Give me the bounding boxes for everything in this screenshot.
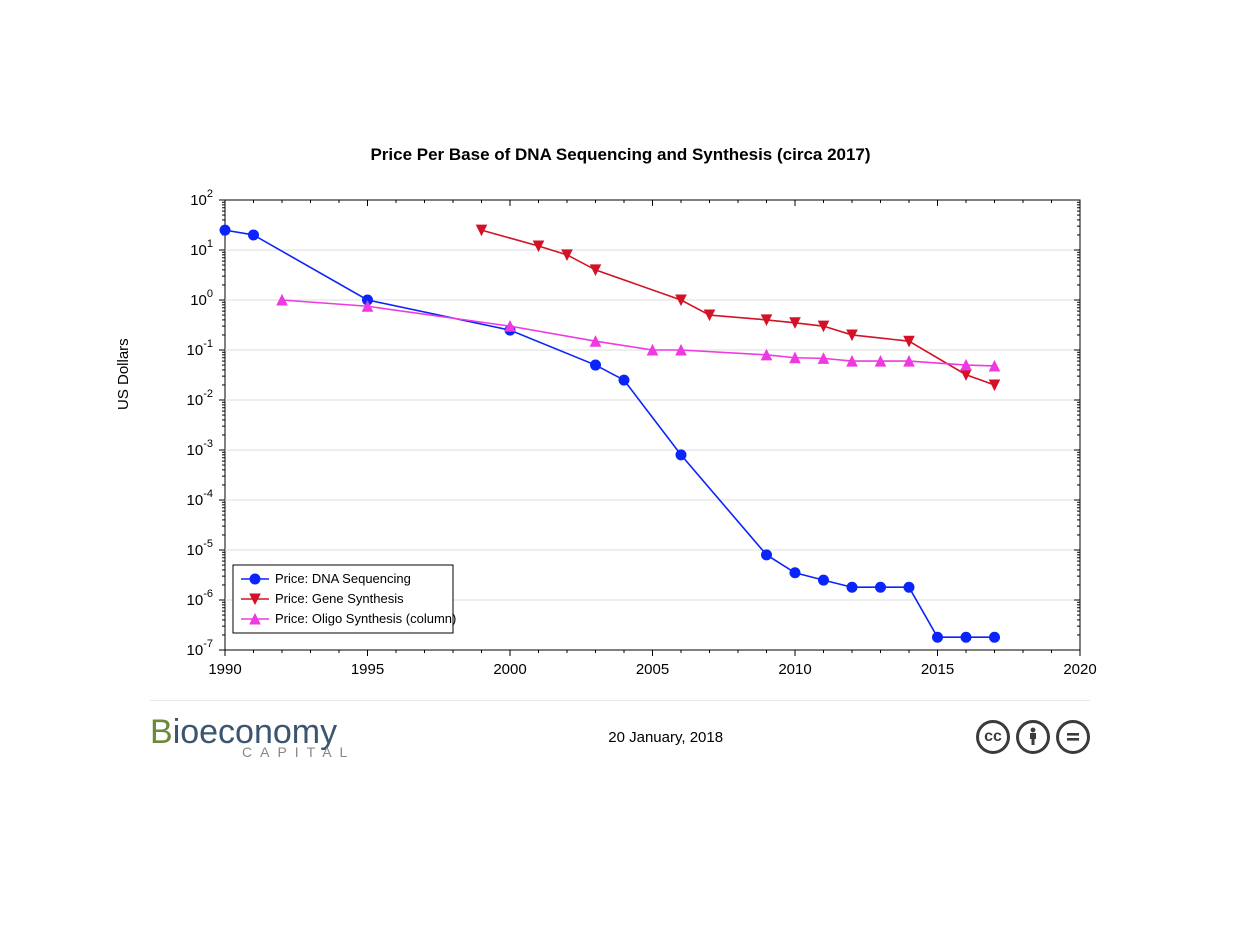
cc-license-icons: cc bbox=[976, 720, 1090, 754]
chart-title: Price Per Base of DNA Sequencing and Syn… bbox=[0, 145, 1241, 165]
logo-caption: CAPITAL bbox=[242, 745, 355, 759]
svg-text:Price: Gene Synthesis: Price: Gene Synthesis bbox=[275, 591, 404, 606]
svg-text:10-1: 10-1 bbox=[187, 338, 213, 359]
bioeconomy-logo: Bioeconomy CAPITAL bbox=[150, 715, 355, 759]
svg-text:2020: 2020 bbox=[1063, 661, 1096, 678]
page-root: Price Per Base of DNA Sequencing and Syn… bbox=[0, 0, 1241, 936]
svg-text:10-5: 10-5 bbox=[187, 538, 213, 559]
svg-text:2015: 2015 bbox=[921, 661, 954, 678]
svg-text:Price: DNA Sequencing: Price: DNA Sequencing bbox=[275, 571, 411, 586]
nd-icon bbox=[1056, 720, 1090, 754]
svg-text:1990: 1990 bbox=[208, 661, 241, 678]
by-icon bbox=[1016, 720, 1050, 754]
svg-text:10-7: 10-7 bbox=[187, 638, 213, 659]
y-axis-label: US Dollars bbox=[115, 338, 132, 410]
cc-icon: cc bbox=[976, 720, 1010, 754]
svg-text:10-2: 10-2 bbox=[187, 388, 213, 409]
svg-text:2010: 2010 bbox=[778, 661, 811, 678]
svg-text:100: 100 bbox=[190, 288, 213, 309]
footer-date: 20 January, 2018 bbox=[355, 729, 976, 746]
svg-text:10-3: 10-3 bbox=[187, 438, 213, 459]
svg-text:10-4: 10-4 bbox=[187, 488, 213, 509]
svg-text:2005: 2005 bbox=[636, 661, 669, 678]
footer: Bioeconomy CAPITAL 20 January, 2018 cc bbox=[150, 700, 1090, 759]
svg-text:Price: Oligo Synthesis (column: Price: Oligo Synthesis (column) bbox=[275, 611, 456, 626]
svg-text:102: 102 bbox=[190, 188, 213, 209]
svg-text:10-6: 10-6 bbox=[187, 588, 213, 609]
chart-plot: 10-7 10-6 10-5 10-4 10-3 10-2 10-1 100 101 102 199… bbox=[140, 180, 1100, 690]
svg-text:101: 101 bbox=[190, 238, 213, 259]
svg-text:1995: 1995 bbox=[351, 661, 384, 678]
svg-text:2000: 2000 bbox=[493, 661, 526, 678]
